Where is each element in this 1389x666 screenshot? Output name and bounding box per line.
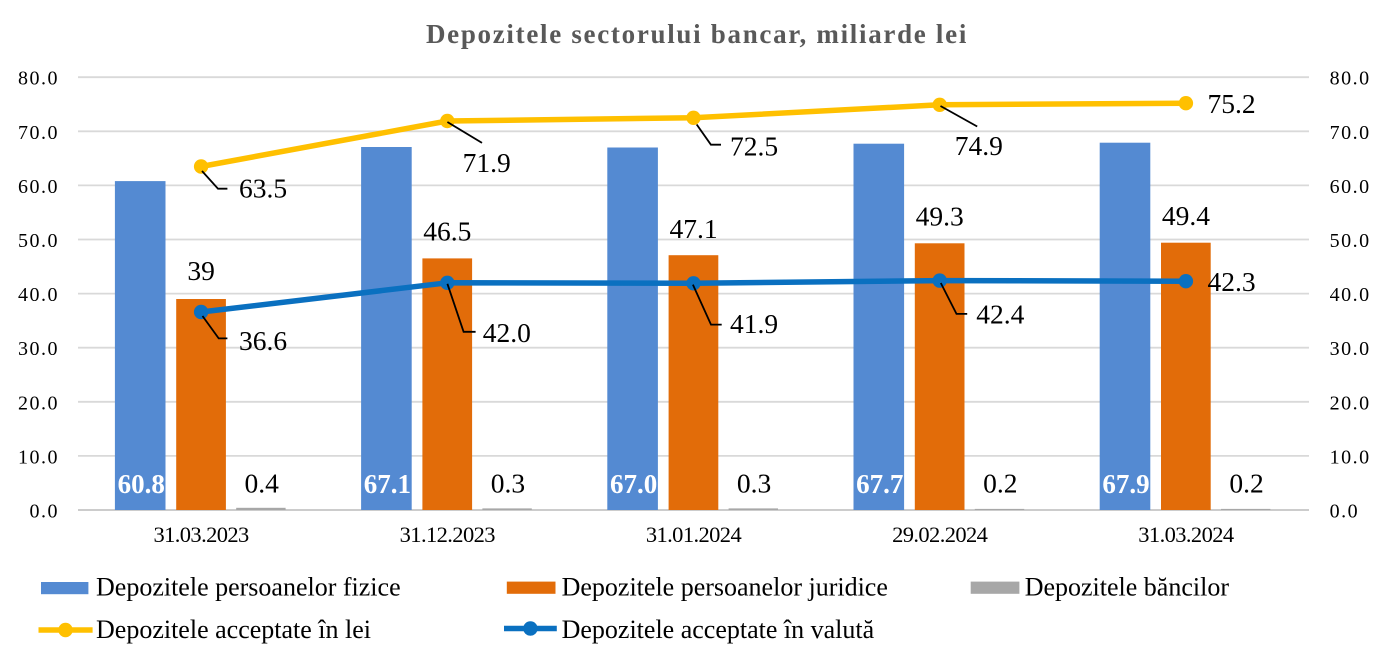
svg-text:31.03.2024: 31.03.2024 (1138, 522, 1234, 547)
svg-text:49.3: 49.3 (916, 200, 964, 231)
svg-text:60.0: 60.0 (18, 176, 59, 198)
svg-text:36.6: 36.6 (239, 325, 287, 356)
svg-text:50.0: 50.0 (18, 230, 59, 252)
svg-text:Depozitele persoanelor juridic: Depozitele persoanelor juridice (562, 573, 888, 602)
svg-text:Depozitele acceptate în lei: Depozitele acceptate în lei (96, 615, 371, 644)
svg-text:20.0: 20.0 (18, 392, 59, 414)
svg-text:74.9: 74.9 (955, 130, 1003, 161)
svg-text:20.0: 20.0 (1330, 392, 1371, 414)
svg-text:40.0: 40.0 (18, 284, 59, 306)
svg-text:0.2: 0.2 (1229, 468, 1263, 499)
svg-text:72.5: 72.5 (730, 130, 778, 161)
svg-text:Depozitele acceptate în valută: Depozitele acceptate în valută (562, 615, 875, 644)
svg-text:71.9: 71.9 (463, 147, 511, 178)
svg-text:67.0: 67.0 (610, 469, 657, 499)
svg-text:10.0: 10.0 (18, 446, 59, 468)
svg-text:60.8: 60.8 (118, 469, 165, 499)
svg-text:30.0: 30.0 (1330, 338, 1371, 360)
svg-text:46.5: 46.5 (423, 215, 471, 246)
svg-text:39: 39 (187, 255, 215, 286)
svg-text:31.03.2023: 31.03.2023 (153, 522, 249, 547)
svg-text:60.0: 60.0 (1330, 176, 1371, 198)
svg-text:10.0: 10.0 (1330, 446, 1371, 468)
svg-text:63.5: 63.5 (239, 173, 287, 204)
svg-text:0.2: 0.2 (983, 468, 1017, 499)
svg-text:Depozitele persoanelor fizice: Depozitele persoanelor fizice (96, 573, 401, 602)
svg-text:0.0: 0.0 (30, 501, 60, 523)
svg-text:67.1: 67.1 (364, 469, 411, 499)
svg-text:29.02.2024: 29.02.2024 (892, 522, 988, 547)
svg-text:42.3: 42.3 (1208, 266, 1256, 297)
svg-text:0.3: 0.3 (491, 468, 525, 499)
svg-text:67.7: 67.7 (856, 469, 903, 499)
svg-text:67.9: 67.9 (1102, 469, 1149, 499)
svg-text:0.4: 0.4 (245, 468, 280, 499)
svg-text:80.0: 80.0 (18, 68, 59, 90)
svg-text:31.12.2023: 31.12.2023 (400, 522, 496, 547)
svg-text:30.0: 30.0 (18, 338, 59, 360)
svg-text:70.0: 70.0 (1330, 122, 1371, 144)
svg-text:50.0: 50.0 (1330, 230, 1371, 252)
svg-text:80.0: 80.0 (1330, 68, 1371, 90)
svg-text:31.01.2024: 31.01.2024 (646, 522, 742, 547)
svg-text:42.4: 42.4 (976, 299, 1024, 330)
svg-text:49.4: 49.4 (1162, 200, 1210, 231)
svg-text:41.9: 41.9 (730, 308, 778, 339)
svg-text:42.0: 42.0 (483, 317, 531, 348)
svg-text:40.0: 40.0 (1330, 284, 1371, 306)
svg-text:Depozitele sectorului bancar,: Depozitele sectorului bancar, miliarde l… (426, 19, 968, 49)
svg-text:0.0: 0.0 (1330, 501, 1360, 523)
svg-text:0.3: 0.3 (737, 468, 771, 499)
svg-text:Depozitele băncilor: Depozitele băncilor (1025, 573, 1230, 602)
svg-text:75.2: 75.2 (1208, 88, 1256, 119)
svg-text:47.1: 47.1 (669, 213, 717, 244)
svg-text:70.0: 70.0 (18, 122, 59, 144)
